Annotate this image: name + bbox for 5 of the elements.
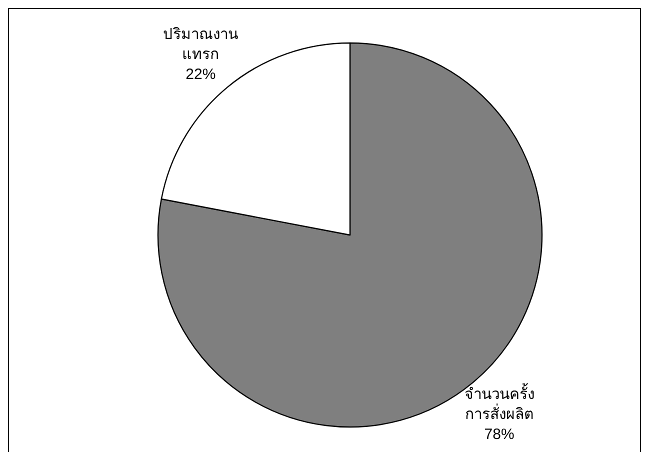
slice-label: จำนวนครั้งการสั่งผลิต xyxy=(463,385,536,426)
data-label: 22% xyxy=(184,64,217,84)
slice-label: ปริมาณงานแทรก xyxy=(162,24,240,64)
pie-slice xyxy=(158,42,543,428)
data-label: 78% xyxy=(483,425,516,446)
